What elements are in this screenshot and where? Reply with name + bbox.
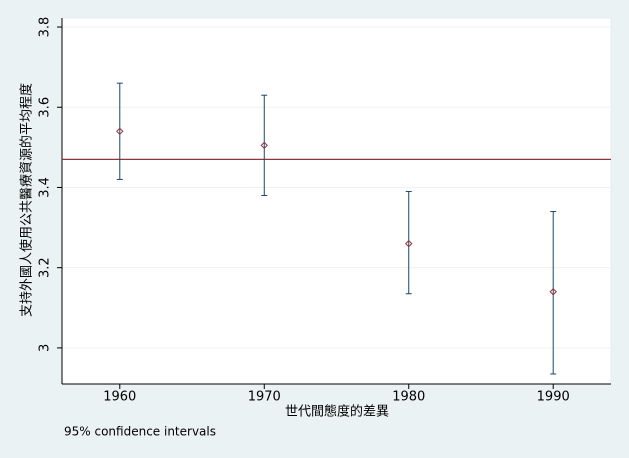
point [405, 239, 413, 248]
y-tick-label: 3.4 [38, 177, 53, 198]
y-tick-label: 3.6 [38, 97, 53, 118]
point [549, 288, 557, 296]
note: 95% confidence intervals [64, 425, 216, 439]
y-tick-label: 3.8 [38, 17, 53, 38]
plot-area [61, 17, 612, 385]
x-tick-label: 1970 [248, 390, 281, 405]
y-tick-label: 3 [38, 344, 53, 352]
y-tick-label: 3.2 [38, 257, 53, 278]
y-axis-title: 支持外國人使用公共醫療資源的平均程度 [19, 83, 35, 317]
x-tick-label: 1980 [392, 390, 425, 405]
point [260, 141, 268, 150]
point [116, 127, 124, 136]
x-axis-title: 世代間態度的差異 [285, 404, 389, 420]
x-tick-label: 1990 [537, 390, 570, 405]
x-tick-label: 1960 [103, 390, 136, 405]
